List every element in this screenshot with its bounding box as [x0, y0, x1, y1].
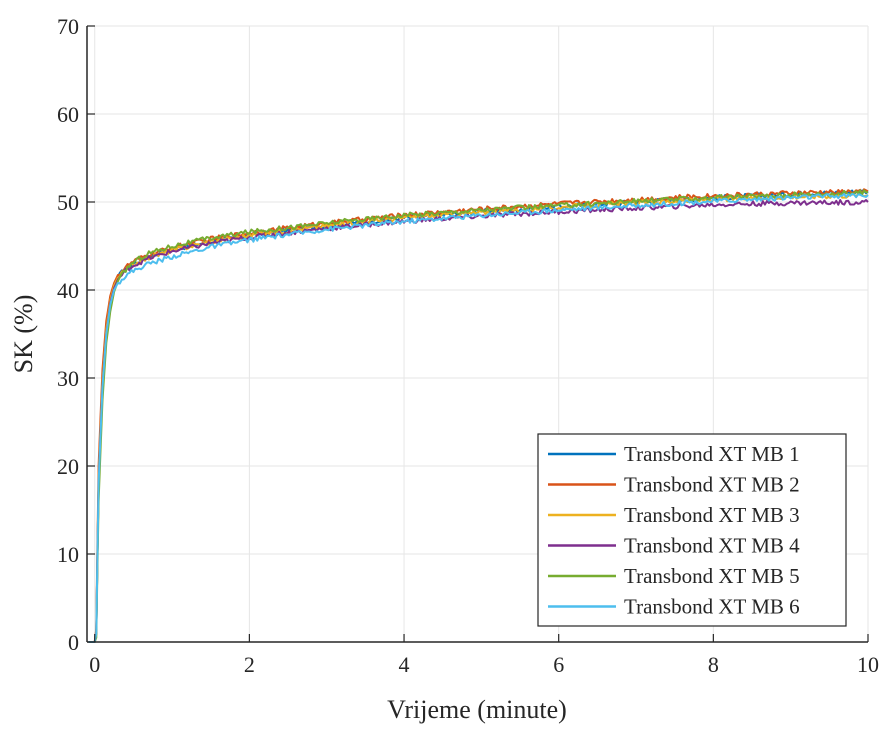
- legend-label: Transbond XT MB 1: [624, 442, 800, 466]
- y-tick-label: 70: [57, 14, 79, 39]
- legend-label: Transbond XT MB 2: [624, 473, 800, 497]
- x-tick-label: 0: [89, 652, 100, 677]
- legend: Transbond XT MB 1 Transbond XT MB 2 Transb…: [537, 433, 847, 627]
- axes: [86, 25, 869, 643]
- legend-label: Transbond XT MB 6: [624, 595, 800, 619]
- legend-label: Transbond XT MB 5: [624, 564, 800, 588]
- x-tick-label: 8: [708, 652, 719, 677]
- x-tick-label: 2: [244, 652, 255, 677]
- legend-label: Transbond XT MB 3: [624, 503, 800, 527]
- y-tick-label: 10: [57, 542, 79, 567]
- y-tick-label: 0: [68, 630, 79, 655]
- y-tick-label: 40: [57, 278, 79, 303]
- grid-lines: [87, 25, 869, 643]
- series-line: [88, 189, 868, 643]
- y-axis-label: SK (%): [9, 295, 38, 374]
- y-tick-label: 20: [57, 454, 79, 479]
- y-tick-label: 60: [57, 102, 79, 127]
- series-line: [88, 192, 869, 643]
- x-axis-label: Vrijeme (minute): [387, 695, 567, 724]
- x-tick-label: 6: [553, 652, 564, 677]
- x-tick-label: 10: [857, 652, 879, 677]
- legend-box: [537, 433, 847, 627]
- series-lines: [88, 188, 869, 643]
- tick-labels: 0 2 4 6 8 10 0 10 20 30 40 50 60 70: [57, 14, 879, 677]
- y-tick-label: 30: [57, 366, 79, 391]
- x-tick-label: 4: [399, 652, 410, 677]
- legend-label: Transbond XT MB 4: [624, 534, 800, 558]
- y-tick-label: 50: [57, 190, 79, 215]
